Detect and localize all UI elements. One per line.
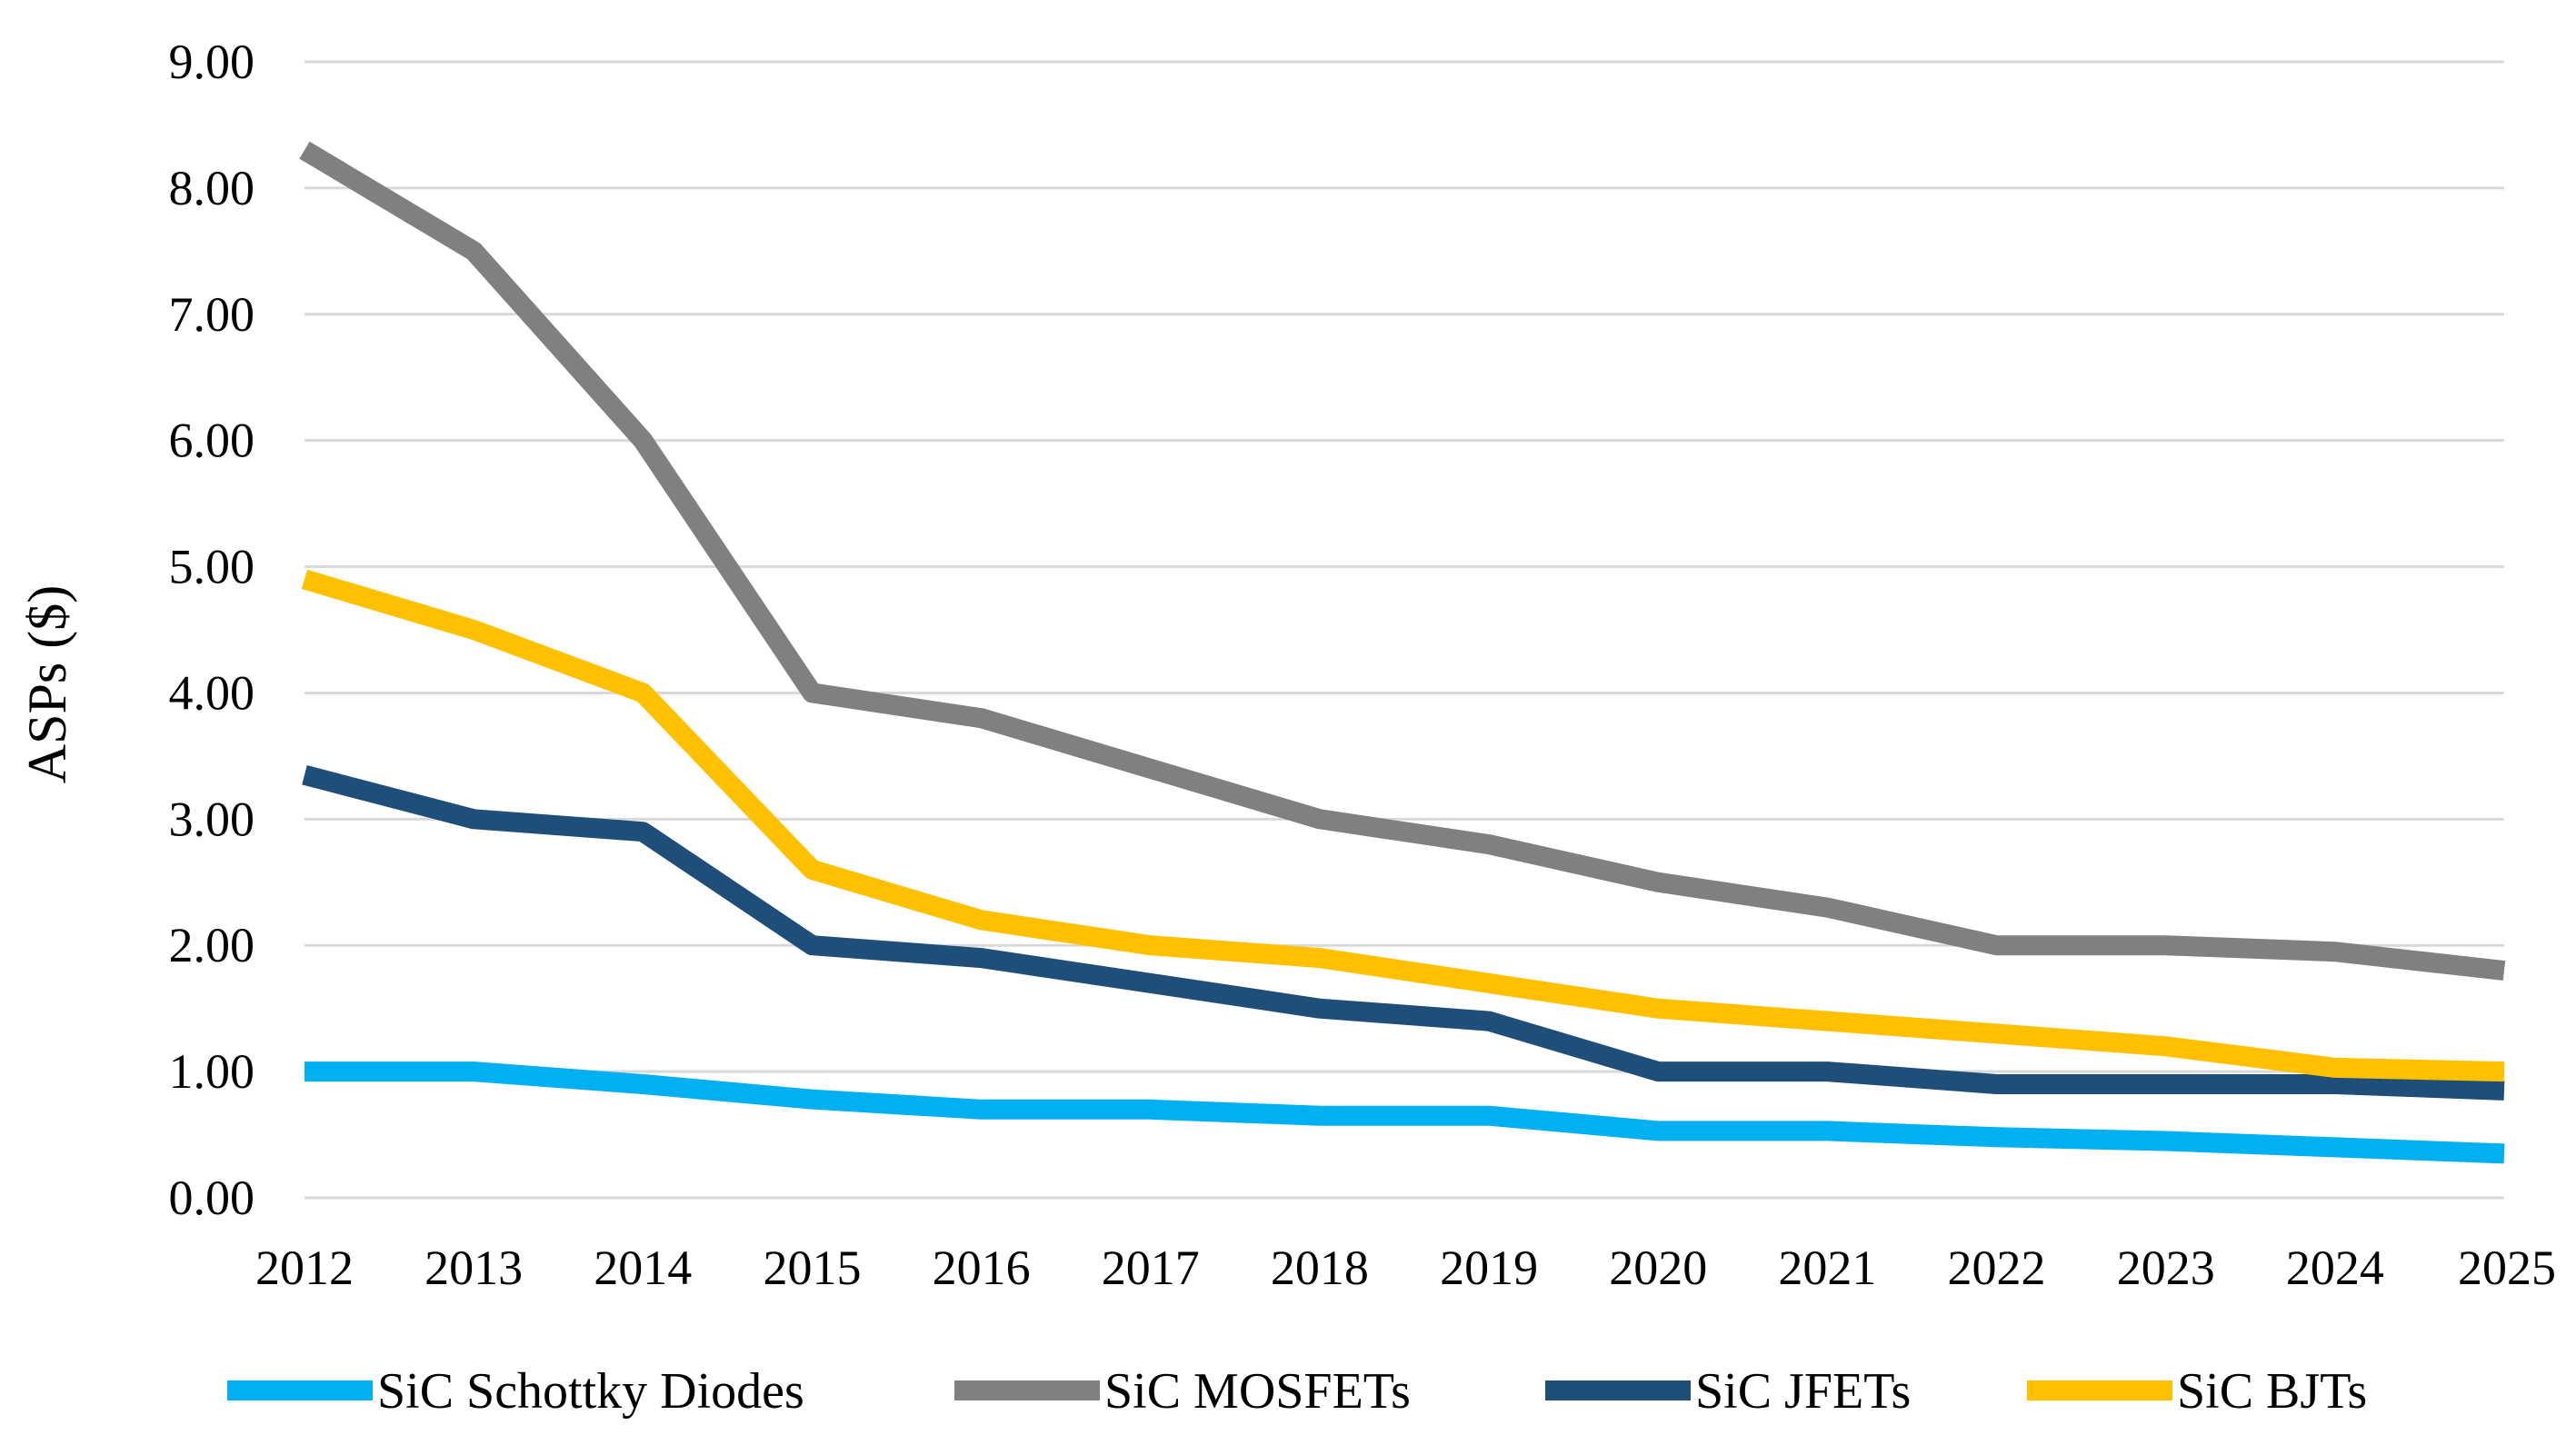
legend-label: SiC MOSFETs bbox=[1104, 1363, 1411, 1420]
x-tick-label: 2012 bbox=[255, 1241, 354, 1295]
x-tick-label: 2025 bbox=[2458, 1241, 2556, 1295]
series-lines bbox=[299, 141, 2506, 1164]
y-axis-title: ASPs ($) bbox=[17, 585, 77, 783]
y-tick-label: 5.00 bbox=[169, 540, 255, 594]
legend-label: SiC Schottky Diodes bbox=[377, 1363, 804, 1420]
x-tick-label: 2015 bbox=[763, 1241, 861, 1295]
y-tick-label: 0.00 bbox=[169, 1171, 255, 1225]
series-line-sic-jfets bbox=[302, 765, 2505, 1101]
x-tick-label: 2019 bbox=[1440, 1241, 1538, 1295]
y-tick-label: 8.00 bbox=[169, 161, 255, 215]
x-tick-label: 2024 bbox=[2286, 1241, 2384, 1295]
x-tick-label: 2017 bbox=[1102, 1241, 1200, 1295]
x-tick-label: 2021 bbox=[1778, 1241, 1876, 1295]
x-tick-label: 2014 bbox=[594, 1241, 692, 1295]
x-tick-label: 2020 bbox=[1609, 1241, 1707, 1295]
x-tick-label: 2013 bbox=[424, 1241, 523, 1295]
legend-label: SiC JFETs bbox=[1695, 1363, 1911, 1420]
series-line-sic-schottky-diodes bbox=[305, 1061, 2505, 1164]
legend: SiC Schottky Diodes SiC MOSFETs SiC JFETs S… bbox=[227, 1363, 2367, 1420]
legend-label: SiC BJTs bbox=[2177, 1363, 2367, 1420]
gridlines bbox=[305, 60, 2504, 1200]
x-tick-label: 2018 bbox=[1271, 1241, 1369, 1295]
x-tick-label: 2016 bbox=[933, 1241, 1031, 1295]
series-line-sic-mosfets bbox=[299, 141, 2506, 981]
y-tick-label: 9.00 bbox=[169, 35, 255, 89]
series-line-sic-bjts bbox=[301, 569, 2505, 1082]
y-tick-label: 6.00 bbox=[169, 414, 255, 468]
x-tick-label: 2022 bbox=[1948, 1241, 2046, 1295]
y-tick-label: 2.00 bbox=[169, 918, 255, 972]
x-tick-label: 2023 bbox=[2117, 1241, 2215, 1295]
y-tick-label: 7.00 bbox=[169, 287, 255, 342]
x-axis-ticks: 2012 2013 2014 2015 2016 2017 2018 2019 2020 2021… bbox=[255, 1241, 2556, 1295]
y-axis-ticks: 0.00 1.00 2.00 3.00 4.00 5.00 6.00 7.00 8.00 9.00 bbox=[169, 35, 255, 1225]
y-tick-label: 1.00 bbox=[169, 1044, 255, 1099]
y-tick-label: 3.00 bbox=[169, 792, 255, 846]
y-tick-label: 4.00 bbox=[169, 665, 255, 720]
